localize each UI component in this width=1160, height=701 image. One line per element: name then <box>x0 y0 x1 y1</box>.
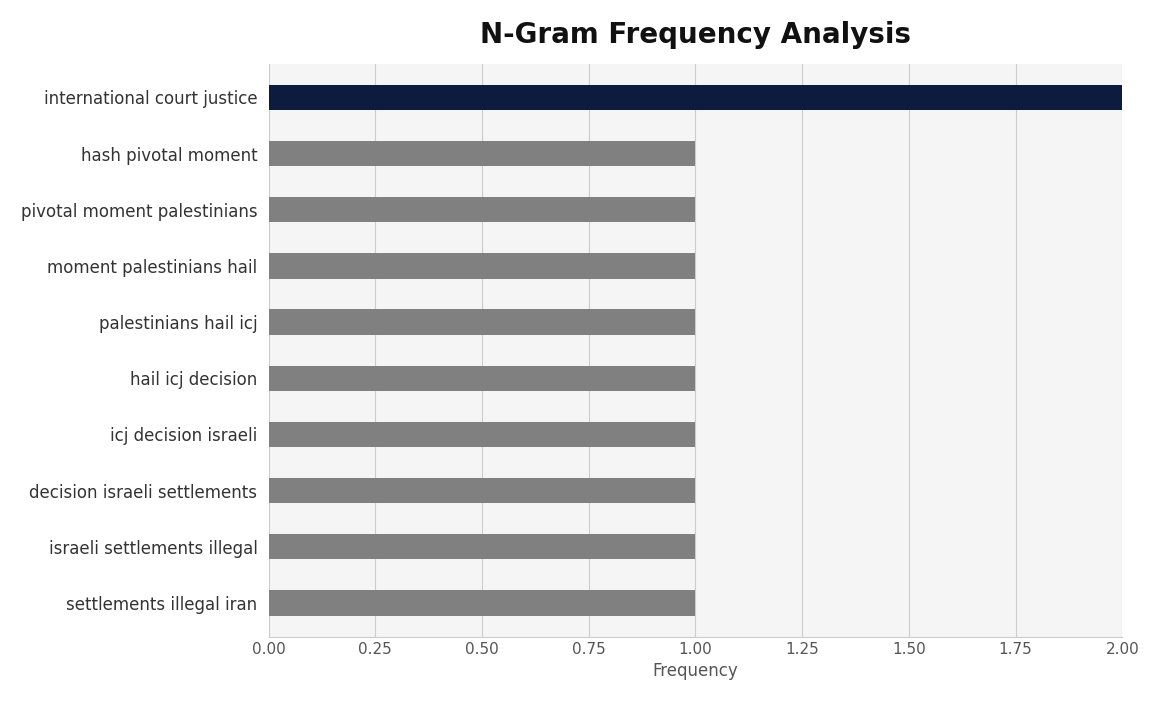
Bar <box>269 309 696 335</box>
Bar <box>269 253 696 278</box>
Bar <box>269 534 696 559</box>
Bar <box>269 141 696 166</box>
X-axis label: Frequency: Frequency <box>653 662 738 680</box>
Bar <box>269 197 696 222</box>
Bar <box>269 590 696 615</box>
Title: N-Gram Frequency Analysis: N-Gram Frequency Analysis <box>480 21 911 49</box>
Bar <box>269 366 696 391</box>
Bar <box>269 85 1122 110</box>
Bar <box>269 422 696 447</box>
Bar <box>269 478 696 503</box>
